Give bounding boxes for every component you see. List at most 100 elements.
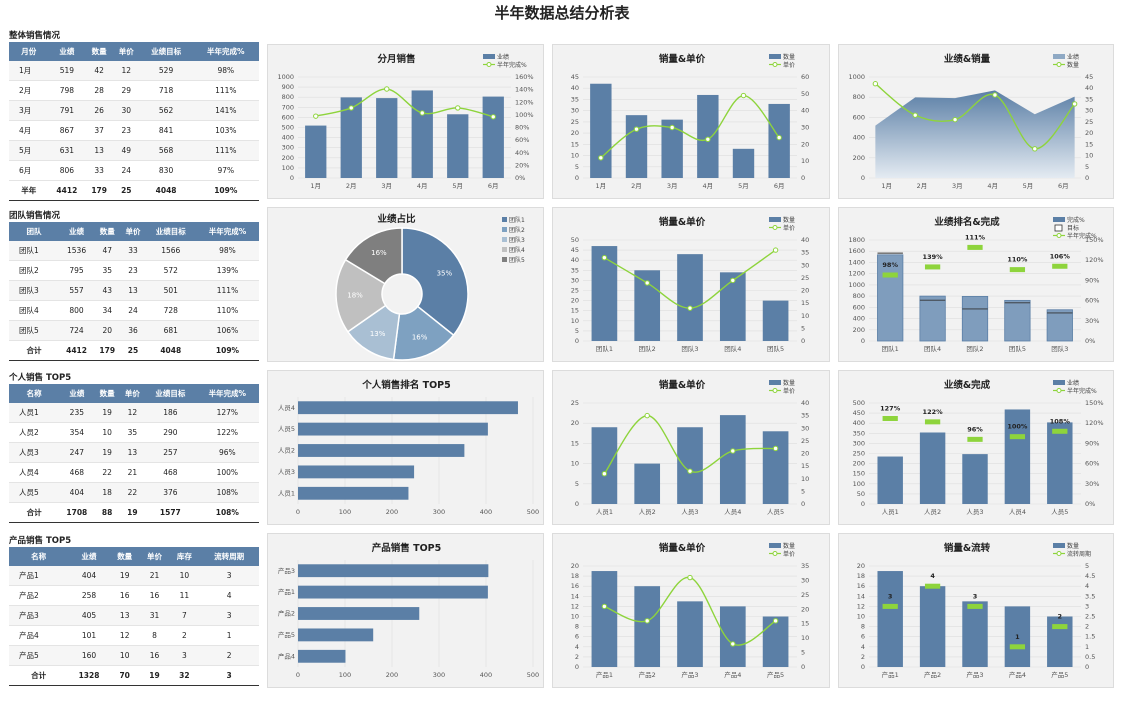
bar: [1004, 606, 1031, 667]
table-cell: 19: [119, 502, 146, 523]
line-point: [644, 618, 650, 624]
line-point: [730, 448, 736, 454]
column-header: 流转周期: [199, 547, 259, 566]
bar: [298, 607, 420, 620]
y2-tick-label: 160%: [515, 73, 534, 81]
x-tick-label: 产品2: [639, 670, 656, 679]
x-tick-label: 3月: [667, 182, 678, 190]
column-header: 单价: [119, 384, 146, 403]
table-cell: 631: [48, 140, 86, 161]
y2-tick-label: 35: [1085, 95, 1093, 103]
legend-swatch: [1053, 217, 1065, 222]
marker-bar: [1009, 644, 1026, 650]
y-tick-label: 50: [571, 236, 579, 244]
x-tick-label: 产品3: [966, 670, 983, 679]
y2-tick-label: 140%: [515, 86, 534, 94]
table-cell: 8: [139, 625, 170, 646]
legend-swatch: [502, 257, 507, 262]
table-cell: 98%: [192, 61, 259, 81]
y-tick-label: 15: [571, 307, 579, 315]
y2-tick-label: 2: [1085, 623, 1089, 631]
table-cell: 31: [139, 605, 170, 626]
y-tick-label: 400: [853, 419, 865, 427]
y2-tick-label: 30: [801, 424, 809, 432]
y2-tick-label: 40: [801, 107, 809, 115]
x-tick-label: 人员5: [767, 508, 784, 516]
legend-marker: [772, 62, 778, 67]
table-cell: 468: [59, 462, 95, 483]
table-row: 4月 867 37 23 841 103%: [9, 120, 259, 141]
bar: [762, 431, 789, 504]
y2-tick-label: 25: [801, 591, 809, 599]
column-header: 业绩目标: [139, 42, 193, 61]
table-cell: 团队3: [9, 280, 60, 301]
chart-title: 分月销售: [377, 53, 415, 65]
y2-tick-label: 40: [1085, 84, 1093, 92]
chart-title: 业绩&销量: [944, 53, 991, 65]
marker-bar: [967, 603, 983, 609]
y-tick-label: 8: [575, 623, 579, 631]
table-cell: 354: [59, 422, 95, 443]
chart-svg: 销量&单价 0 5 10 15 20 25 0 5 10 15 20 25 30 35 40 人员1 人员2 人员3…: [571, 379, 810, 516]
table-cell: 23: [113, 120, 140, 141]
y-tick-label: 18: [571, 572, 579, 580]
legend-swatch: [1053, 54, 1065, 59]
table-cell: 724: [59, 320, 95, 341]
x-tick-label: 人员3: [966, 508, 983, 516]
y-tick-label: 1000: [277, 73, 294, 81]
table-cell: 111%: [195, 280, 259, 301]
data-table: 名称 业绩 数量 单价 业绩目标 半年完成% 人员1 235 19 12 186 127% 人员2 354…: [9, 384, 259, 523]
bar: [661, 119, 683, 178]
y-tick-label: 20: [571, 129, 579, 137]
y2-tick-label: 30: [801, 576, 809, 584]
x-tick-label: 产品1: [596, 670, 613, 679]
table-cell: 97%: [192, 160, 259, 181]
table-cell: 728: [145, 300, 196, 321]
table-cell: 26: [85, 100, 114, 121]
y-tick-label: 4: [861, 643, 865, 651]
area: [875, 90, 1075, 178]
data-label: 98%: [882, 261, 898, 269]
y2-tick-label: 100%: [515, 111, 534, 119]
line-point: [490, 114, 496, 120]
y2-tick-label: 30: [801, 124, 809, 132]
bar: [1004, 409, 1031, 504]
y2-tick-label: 25: [801, 437, 809, 445]
data-label: 108%: [1050, 417, 1071, 425]
line-point: [1032, 146, 1038, 152]
bar: [634, 463, 661, 504]
bar: [1046, 309, 1073, 342]
legend-label: 团队2: [509, 226, 525, 234]
y-tick-label: 45: [571, 246, 579, 254]
column-header: 数量: [85, 42, 114, 61]
y-tick-label: 300: [282, 144, 294, 152]
y-tick-label: 45: [571, 73, 579, 81]
table-cell: 3月: [9, 100, 49, 121]
panel-monthly-sales: 分月销售 0 100 200 300 400 500 600 700 800 900 1000 0% 20…: [267, 44, 544, 199]
y-tick-label: 1000: [848, 281, 865, 289]
table-cell: 30: [113, 100, 140, 121]
line-point: [740, 92, 747, 99]
x-tick-label: 团队4: [724, 344, 741, 353]
line-point: [705, 136, 711, 142]
x-tick-label: 人员1: [596, 508, 613, 516]
table-cell: 1708: [59, 502, 95, 523]
y2-tick-label: 20: [801, 605, 809, 613]
column-header: 名称: [9, 547, 69, 566]
y-tick-label: 200: [853, 460, 865, 468]
y2-tick-label: 0: [801, 663, 805, 671]
legend-label: 业绩: [497, 53, 509, 61]
table-row: 5月 631 13 49 568 111%: [9, 140, 259, 161]
y-tick-label: 500: [853, 399, 865, 407]
y2-tick-label: 120%: [1085, 419, 1104, 427]
chart-svg: 产品销售 TOP5 0 100 200 300 400 500 产品3 产品1 产品2 产品5 产品4: [278, 542, 539, 679]
y-tick-label: 350: [853, 429, 865, 437]
table-cell: 160: [68, 645, 110, 666]
y-tick-label: 15: [571, 439, 579, 447]
table-cell: 合计: [9, 340, 60, 361]
table-cell: 1577: [145, 502, 196, 523]
column-header: 数量: [109, 547, 140, 566]
y-tick-label: 0: [861, 174, 865, 182]
bar: [962, 454, 988, 504]
table-cell: 合计: [9, 502, 60, 523]
